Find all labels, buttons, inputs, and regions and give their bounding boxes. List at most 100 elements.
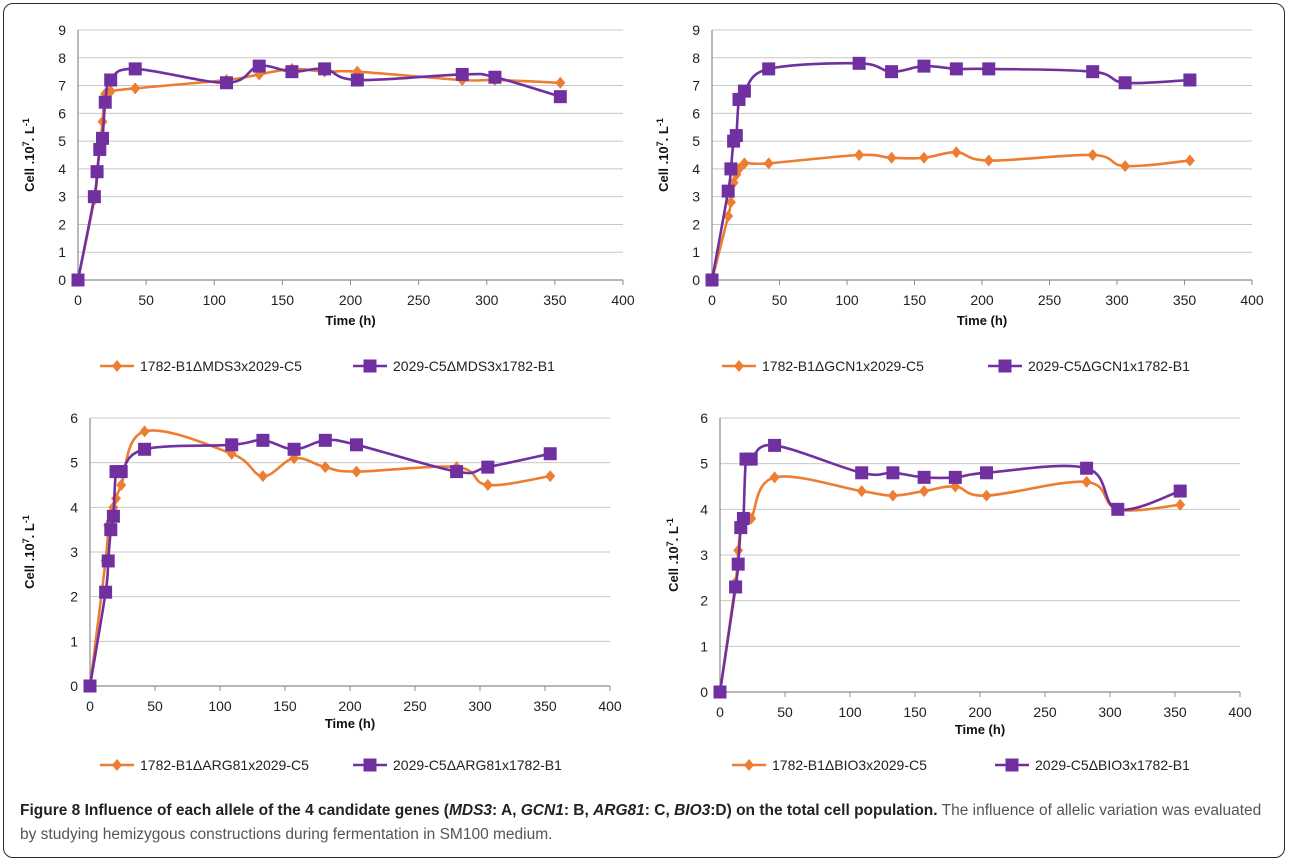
data-point bbox=[917, 470, 931, 484]
chart-panel-a: 0 1 2 3 4 5 6 7 8 9 0 50 100 150 200 250 300 350 400 Time (… bbox=[8, 10, 648, 400]
legend-entry: 1782-B1ΔARG81x2029-C5 bbox=[100, 757, 309, 773]
legend-marker bbox=[363, 758, 377, 772]
legend-entry: 1782-B1ΔGCN1x2029-C5 bbox=[722, 358, 924, 374]
data-point bbox=[1120, 160, 1131, 173]
caption-gene-bio3: BIO3 bbox=[674, 802, 711, 819]
data-point bbox=[918, 151, 929, 164]
caption-title-text: : C, bbox=[644, 802, 675, 819]
data-point bbox=[138, 442, 152, 456]
y-tick-label: 2 bbox=[700, 593, 708, 609]
x-tick-label: 100 bbox=[838, 704, 862, 720]
data-point bbox=[1173, 484, 1187, 498]
x-tick-label: 300 bbox=[1098, 704, 1122, 720]
data-point bbox=[705, 273, 719, 287]
legend-label: 2029-C5ΔARG81x1782-B1 bbox=[393, 757, 562, 773]
x-tick-label: 200 bbox=[968, 704, 992, 720]
x-tick-label: 100 bbox=[208, 698, 232, 714]
data-point bbox=[482, 479, 493, 491]
data-point bbox=[257, 470, 268, 483]
data-point bbox=[852, 56, 866, 70]
y-tick-label: 7 bbox=[692, 78, 700, 94]
y-tick-label: 5 bbox=[58, 133, 66, 149]
data-point bbox=[737, 84, 751, 98]
chart-svg: 0 1 2 3 4 5 6 0 50 100 150 200 250 300 350 400 Time (h) C… bbox=[21, 410, 622, 773]
y-tick-label: 1 bbox=[70, 633, 78, 649]
y-tick-label: 1 bbox=[700, 638, 708, 654]
data-point bbox=[725, 196, 736, 209]
x-axis-title: Time (h) bbox=[325, 313, 375, 328]
data-point bbox=[886, 151, 897, 164]
data-point bbox=[1081, 475, 1092, 488]
series-purple bbox=[83, 433, 557, 693]
y-tick-label: 2 bbox=[692, 216, 700, 232]
chart-svg: 0 1 2 3 4 5 6 0 50 100 150 200 250 300 350 400 Time (h) C… bbox=[665, 410, 1252, 773]
y-tick-label: 0 bbox=[70, 678, 78, 694]
x-tick-label: 400 bbox=[598, 698, 622, 714]
y-tick-label: 9 bbox=[58, 22, 66, 38]
x-axis-title: Time (h) bbox=[957, 313, 1007, 328]
data-point bbox=[917, 59, 931, 73]
x-tick-label: 350 bbox=[543, 292, 567, 308]
legend-label: 1782-B1ΔARG81x2029-C5 bbox=[140, 757, 309, 773]
data-point bbox=[555, 76, 566, 89]
series-purple bbox=[705, 56, 1197, 287]
data-point bbox=[763, 157, 774, 170]
data-point bbox=[87, 190, 101, 204]
y-tick-label: 4 bbox=[692, 161, 700, 177]
x-tick-label: 0 bbox=[708, 292, 716, 308]
data-point bbox=[128, 62, 142, 76]
data-point bbox=[104, 523, 118, 537]
data-point bbox=[71, 273, 85, 287]
data-point bbox=[220, 76, 234, 90]
data-point bbox=[130, 82, 141, 95]
y-tick-label: 0 bbox=[700, 684, 708, 700]
legend-marker bbox=[1005, 758, 1019, 772]
caption-gene-arg81: ARG81 bbox=[593, 802, 645, 819]
series-line bbox=[76, 67, 561, 281]
series-purple bbox=[713, 438, 1187, 699]
data-point bbox=[252, 59, 266, 73]
x-tick-label: 0 bbox=[74, 292, 82, 308]
data-point bbox=[285, 65, 299, 79]
data-point bbox=[1183, 73, 1197, 87]
data-point bbox=[885, 65, 899, 79]
y-tick-label: 3 bbox=[692, 189, 700, 205]
caption-title-text: : A, bbox=[492, 802, 521, 819]
data-point bbox=[887, 489, 898, 502]
data-point bbox=[256, 433, 270, 447]
data-point bbox=[96, 131, 110, 145]
legend-entry: 1782-B1ΔBIO3x2029-C5 bbox=[732, 757, 927, 773]
data-point bbox=[114, 465, 128, 479]
figure-caption: Figure 8 Influence of each allele of the… bbox=[20, 799, 1275, 847]
x-tick-label: 150 bbox=[273, 698, 297, 714]
data-point bbox=[723, 210, 734, 223]
data-point bbox=[318, 433, 332, 447]
x-tick-label: 350 bbox=[1173, 292, 1197, 308]
data-point bbox=[116, 479, 127, 491]
series-line bbox=[76, 64, 561, 281]
x-tick-label: 50 bbox=[772, 292, 788, 308]
legend-label: 1782-B1ΔMDS3x2029-C5 bbox=[140, 358, 302, 374]
data-point bbox=[455, 67, 469, 81]
x-tick-label: 250 bbox=[1033, 704, 1057, 720]
series-line bbox=[718, 475, 1181, 693]
x-axis-title: Time (h) bbox=[325, 716, 375, 731]
y-tick-label: 5 bbox=[692, 133, 700, 149]
data-point bbox=[1086, 65, 1100, 79]
data-point bbox=[543, 447, 557, 461]
data-point bbox=[101, 554, 115, 568]
data-point bbox=[83, 679, 97, 693]
legend-marker bbox=[744, 759, 754, 771]
data-point bbox=[553, 90, 567, 104]
y-tick-label: 6 bbox=[58, 105, 66, 121]
data-point bbox=[1175, 498, 1186, 511]
series-line bbox=[718, 443, 1181, 693]
data-point bbox=[729, 580, 743, 594]
y-tick-label: 6 bbox=[70, 410, 78, 426]
data-point bbox=[886, 466, 900, 480]
y-tick-label: 1 bbox=[692, 244, 700, 260]
data-point bbox=[1118, 76, 1132, 90]
data-point bbox=[951, 146, 962, 159]
caption-title-text: Influence of each allele of the 4 candid… bbox=[84, 802, 449, 819]
data-point bbox=[1111, 502, 1125, 516]
